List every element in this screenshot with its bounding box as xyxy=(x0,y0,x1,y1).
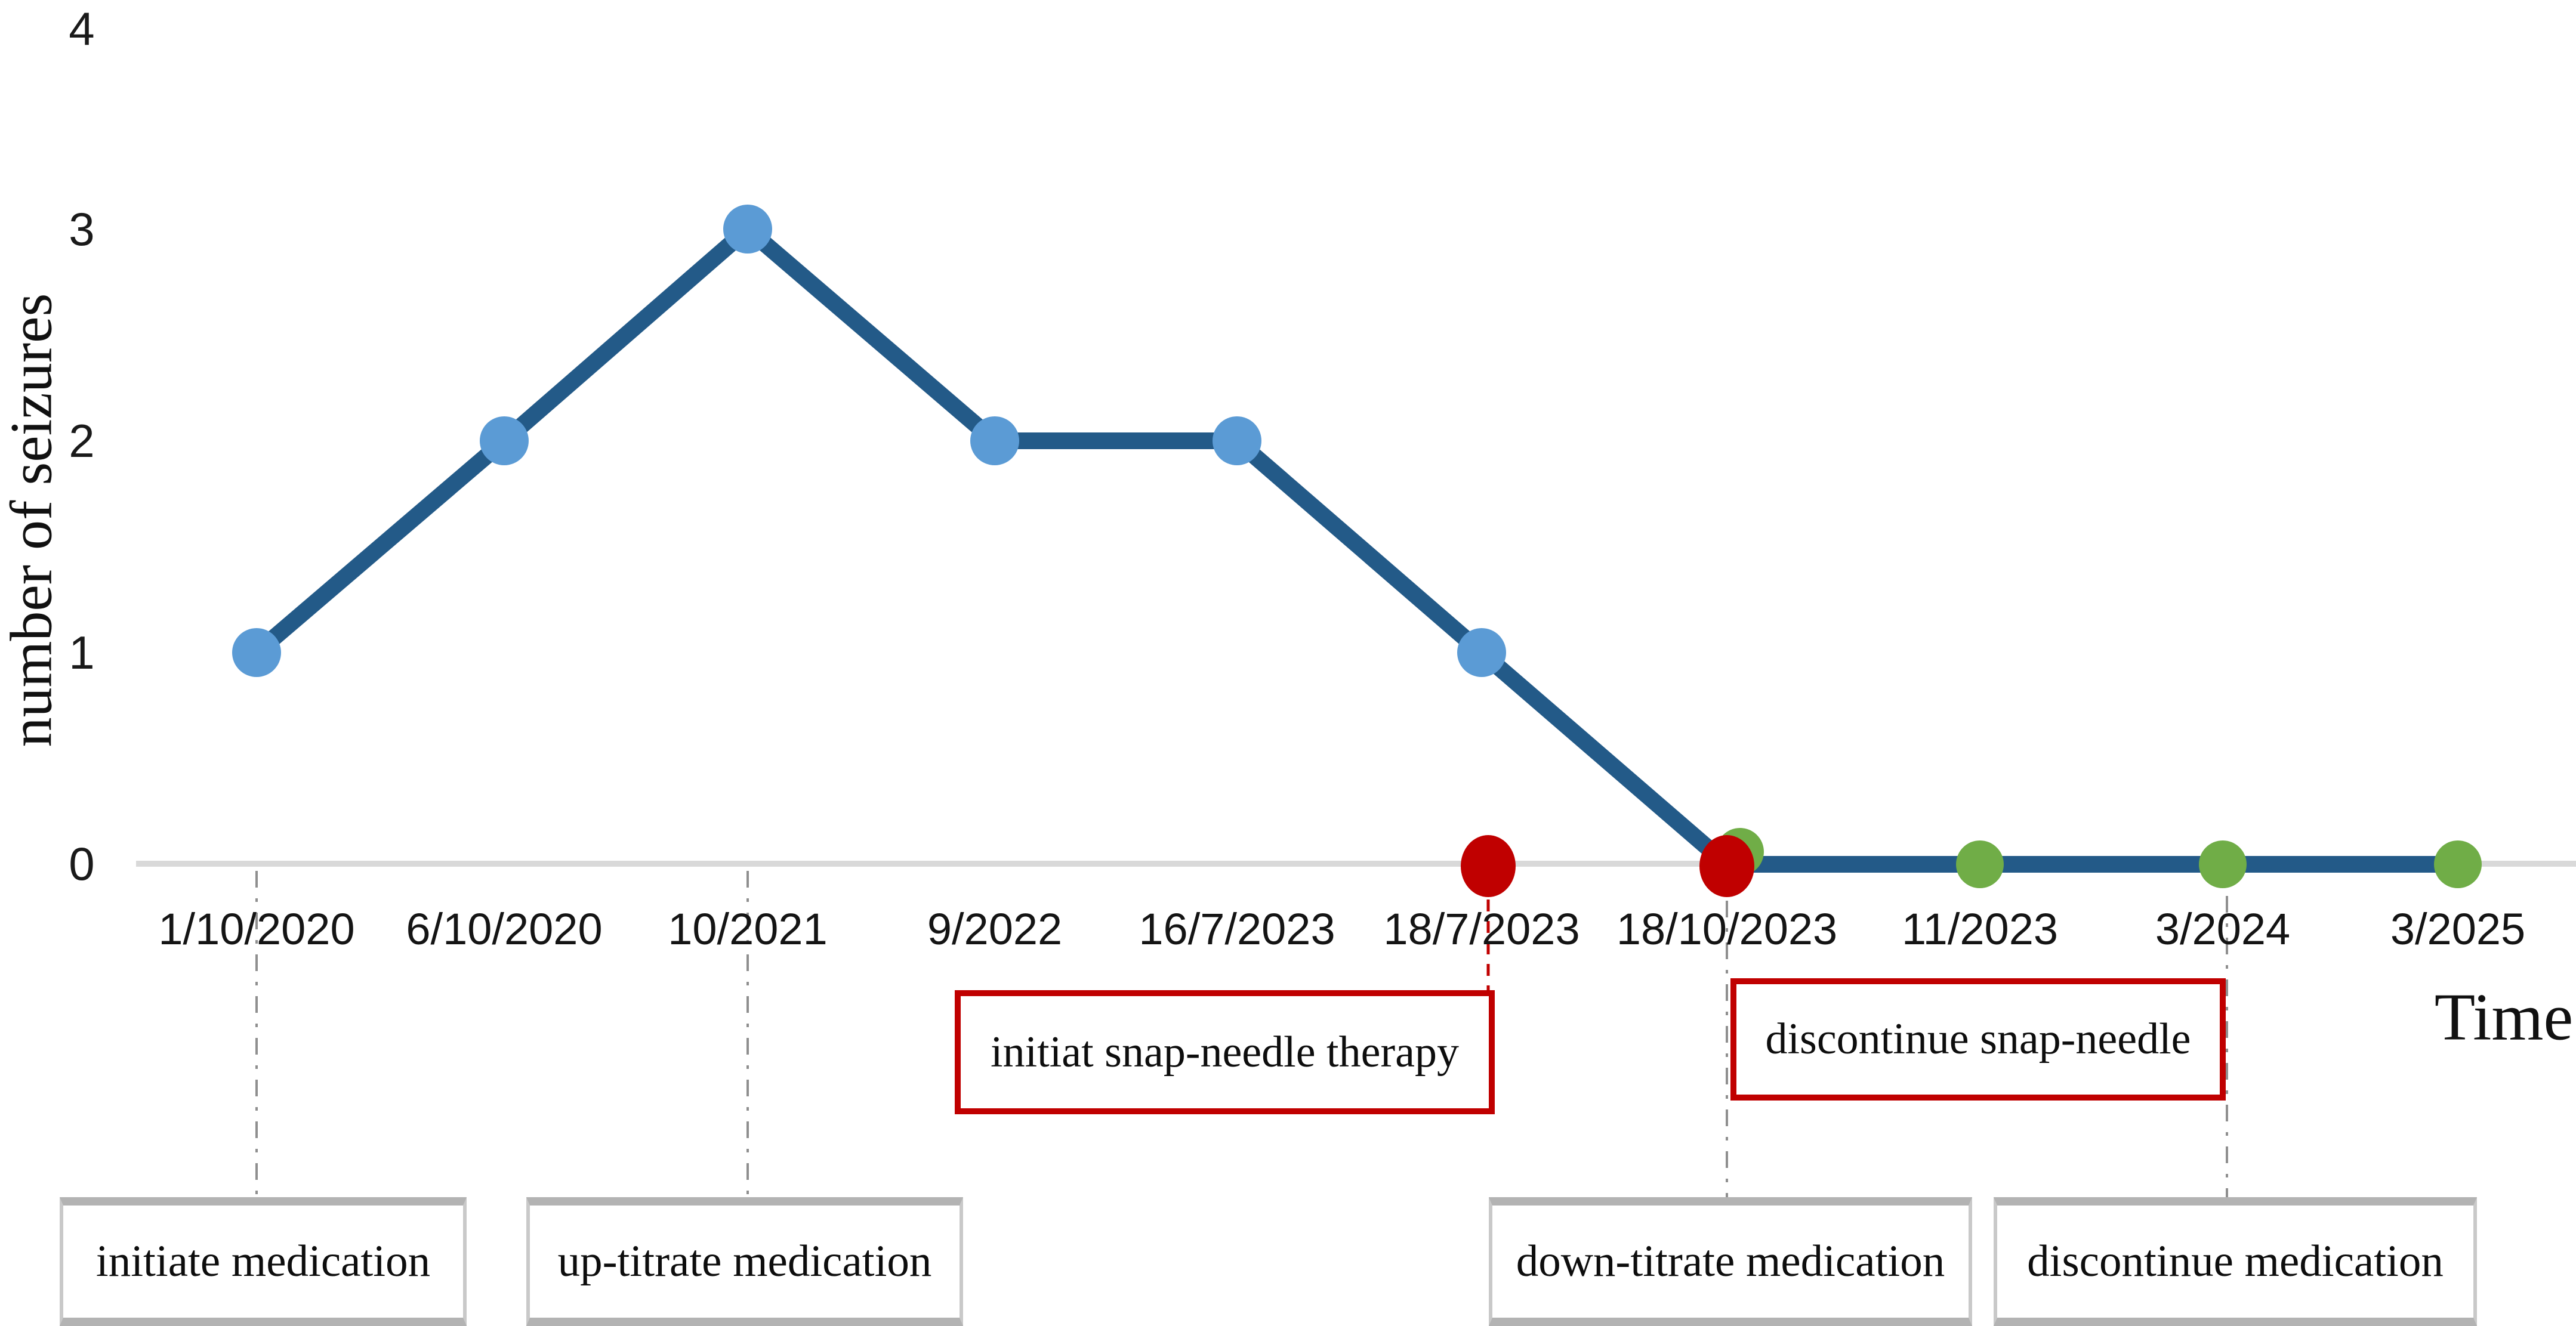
data-point-green xyxy=(1956,840,2004,888)
annotation-box-discontinue-snap-needle: discontinue snap-needle xyxy=(1730,978,2226,1101)
x-tick-8: 3/2024 xyxy=(2155,904,2291,954)
data-point-blue xyxy=(1457,628,1506,677)
event-point-red xyxy=(1461,835,1516,897)
x-tick-1: 6/10/2020 xyxy=(406,904,603,954)
annotation-box-initiate-medication: initiate medication xyxy=(60,1197,467,1326)
data-point-blue xyxy=(970,416,1019,465)
x-axis-title: Time xyxy=(2434,980,2574,1055)
data-point-green xyxy=(2434,840,2482,888)
y-tick-0: 0 xyxy=(69,837,95,890)
x-tick-3: 9/2022 xyxy=(927,904,1063,954)
annotation-label: initiate medication xyxy=(95,1237,431,1286)
x-tick-9: 3/2025 xyxy=(2390,904,2526,954)
annotation-label: up-titrate medication xyxy=(557,1237,932,1286)
x-tick-5: 18/7/2023 xyxy=(1383,904,1580,954)
y-tick-2: 2 xyxy=(69,415,95,467)
x-axis-line xyxy=(136,861,2576,867)
y-tick-3: 3 xyxy=(69,203,95,255)
data-point-blue xyxy=(1213,416,1261,465)
annotation-box-up-titrate-medication: up-titrate medication xyxy=(526,1197,963,1326)
annotation-box-discontinue-medication: discontinue medication xyxy=(1994,1197,2477,1326)
x-tick-2: 10/2021 xyxy=(668,904,828,954)
annotation-label: down-titrate medication xyxy=(1516,1237,1945,1286)
y-axis-title: number of seizures xyxy=(0,293,64,747)
data-point-blue xyxy=(480,416,529,465)
annotation-label: discontinue medication xyxy=(2027,1237,2444,1286)
annotation-box-down-titrate-medication: down-titrate medication xyxy=(1489,1197,1972,1326)
data-point-red xyxy=(1699,835,1754,897)
seizure-line xyxy=(248,221,2466,873)
y-tick-4: 4 xyxy=(69,2,95,55)
x-tick-6: 18/10/2023 xyxy=(1616,904,1838,954)
data-point-blue xyxy=(232,628,281,677)
data-point-blue xyxy=(723,205,772,254)
x-tick-0: 1/10/2020 xyxy=(158,904,355,954)
annotation-box-initiate-snap-needle: initiat snap-needle therapy xyxy=(955,990,1495,1114)
x-tick-7: 11/2023 xyxy=(1902,904,2058,954)
x-tick-4: 16/7/2023 xyxy=(1139,904,1335,954)
data-point-green xyxy=(2199,840,2247,888)
y-tick-1: 1 xyxy=(69,626,95,679)
annotation-label: initiat snap-needle therapy xyxy=(991,1027,1459,1077)
annotation-label: discontinue snap-needle xyxy=(1765,1015,2191,1064)
